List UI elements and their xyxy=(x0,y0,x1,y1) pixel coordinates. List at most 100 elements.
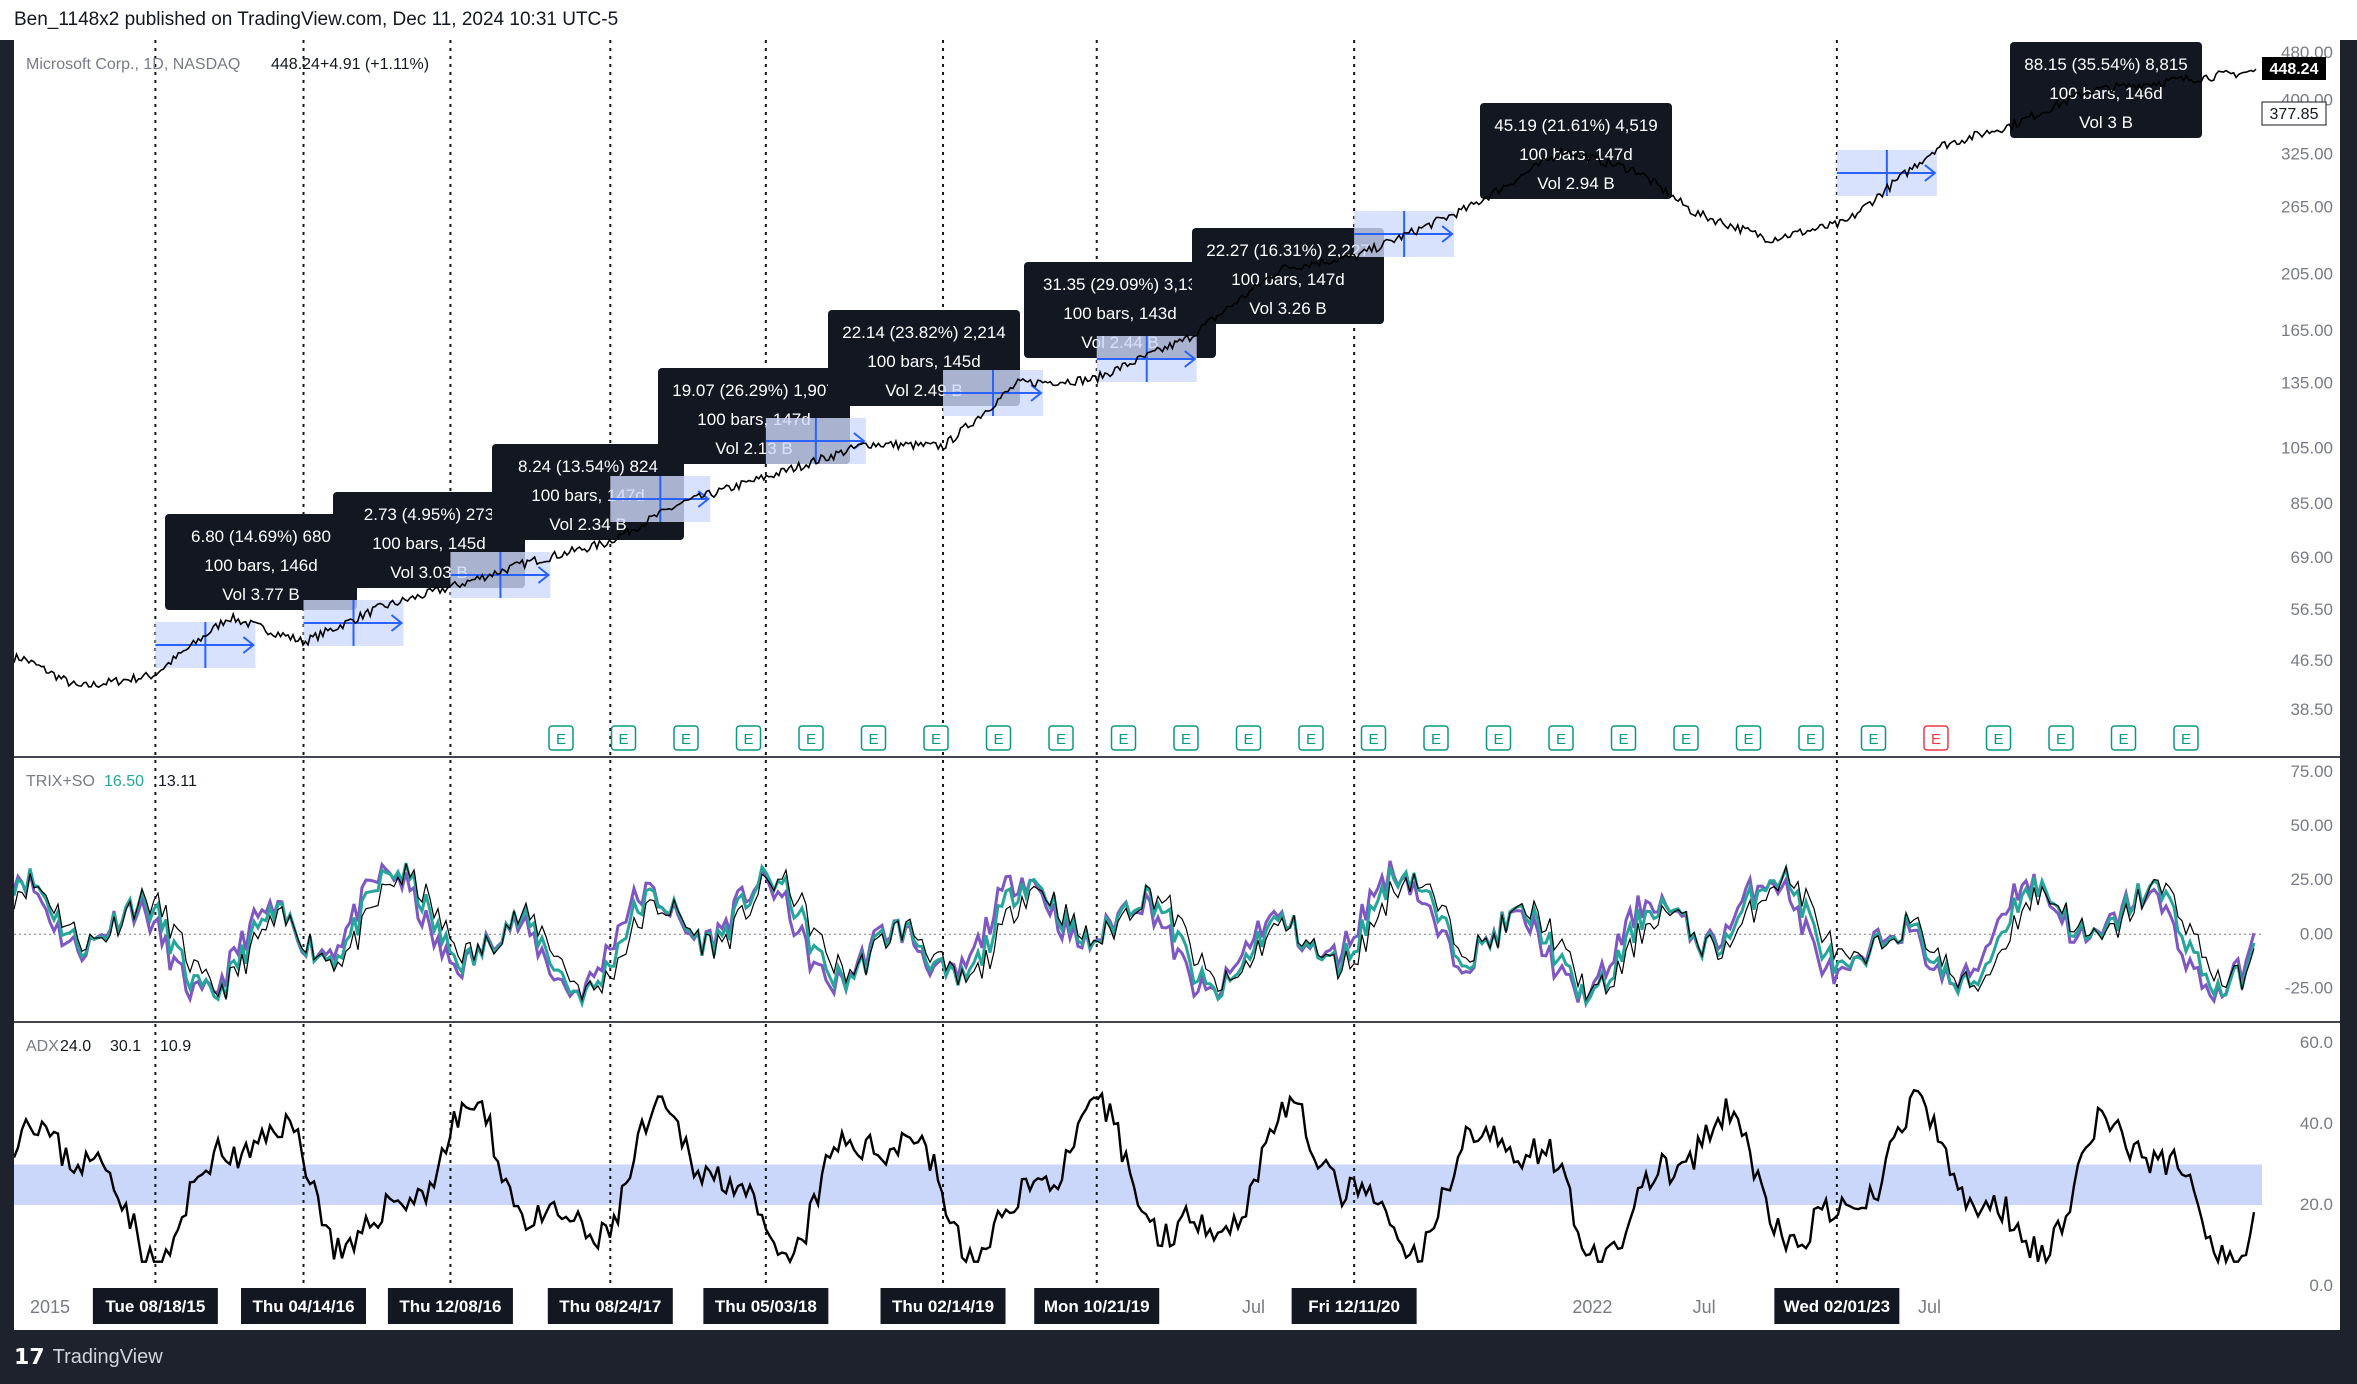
date-marker-label: Thu 05/03/18 xyxy=(715,1297,817,1316)
earnings-icon-label: E xyxy=(1681,731,1691,748)
earnings-icon xyxy=(923,725,949,751)
earnings-icon xyxy=(673,725,699,751)
price-line xyxy=(13,68,2257,689)
price-axis-tick: 135.00 xyxy=(2281,373,2333,392)
measure-bars: 100 bars, 145d xyxy=(867,352,980,371)
earnings-icon-label: E xyxy=(1181,731,1191,748)
measure-bars: 100 bars, 147d xyxy=(1231,270,1344,289)
measure-bars: 100 bars, 143d xyxy=(1063,304,1176,323)
earnings-icon-label: E xyxy=(1618,731,1628,748)
measure-tooltip xyxy=(1024,262,1216,358)
measure-volume: Vol 3.26 B xyxy=(1249,299,1327,318)
price-axis-tick: 46.50 xyxy=(2290,651,2333,670)
earnings-icon xyxy=(1923,725,1949,751)
adx-legend-title: ADX xyxy=(26,1038,59,1055)
measure-tooltip xyxy=(1192,228,1384,324)
date-marker-label: Thu 08/24/17 xyxy=(559,1297,661,1316)
time-axis-label: Jul xyxy=(1693,1297,1716,1317)
price-axis-tick: 69.00 xyxy=(2290,548,2333,567)
osc-legend-value-1: 16.50 xyxy=(104,773,144,790)
earnings-icon-label: E xyxy=(2118,731,2128,748)
measure-bars: 100 bars, 146d xyxy=(204,556,317,575)
date-marker-label-bg xyxy=(703,1288,829,1324)
earnings-icon xyxy=(1048,725,1074,751)
price-axis-tick: 38.50 xyxy=(2290,700,2333,719)
measure-arrowhead xyxy=(1030,384,1043,402)
date-marker-label-bg xyxy=(1291,1288,1417,1324)
adx-axis-tick: 0.0 xyxy=(2309,1276,2333,1295)
earnings-icon-label: E xyxy=(2056,731,2066,748)
osc-axis-tick: 75.00 xyxy=(2290,762,2333,781)
time-axis-label: 2022 xyxy=(1572,1297,1612,1317)
chart-area[interactable]: 6.80 (14.69%) 680 100 bars, 146d Vol 3.77 … xyxy=(12,40,2340,1330)
date-marker-label-bg xyxy=(1774,1288,1900,1324)
earnings-icon xyxy=(860,725,887,751)
brand-name: TradingView xyxy=(52,1345,163,1368)
earnings-icon-label: E xyxy=(1806,731,1816,748)
earnings-icon xyxy=(2110,725,2137,751)
date-marker-label-bg xyxy=(547,1288,673,1324)
adx-line xyxy=(12,1088,2256,1266)
price-legend-change: +4.91 (+1.11%) xyxy=(320,56,429,73)
price-legend-last: 448.24 xyxy=(271,56,320,73)
earnings-icon-label: E xyxy=(1556,731,1566,748)
osc-fast-line xyxy=(12,862,2256,1009)
measure-volume: Vol 3.77 B xyxy=(222,585,300,604)
earnings-icon xyxy=(1610,725,1637,751)
price-axis-tick: 56.50 xyxy=(2290,600,2333,619)
measure-arrowhead xyxy=(1441,225,1454,243)
ref-price-tag-bg xyxy=(2261,101,2327,126)
earnings-icon xyxy=(1735,725,1762,751)
measure-tooltip xyxy=(165,514,357,610)
earnings-icon xyxy=(985,725,1012,751)
measure-change: 45.19 (21.61%) 4,519 xyxy=(1494,116,1658,135)
earnings-icon xyxy=(1673,725,1699,751)
price-axis-tick: 85.00 xyxy=(2290,494,2333,513)
adx-axis-tick: 40.0 xyxy=(2300,1114,2333,1133)
adx-axis-tick: 60.0 xyxy=(2300,1033,2333,1052)
osc-signal-line xyxy=(13,863,2255,1003)
earnings-icon-label: E xyxy=(681,731,691,748)
osc-axis-tick: -25.00 xyxy=(2285,978,2333,997)
measure-change: 31.35 (29.09%) 3,13 xyxy=(1043,275,1197,294)
time-axis-label: Jul xyxy=(1242,1297,1265,1317)
earnings-icon-label: E xyxy=(1368,731,1378,748)
date-marker-label-bg xyxy=(1034,1288,1160,1324)
earnings-icon xyxy=(1110,725,1137,751)
earnings-icon-label: E xyxy=(1243,731,1253,748)
earnings-icon-label: E xyxy=(868,731,878,748)
tradingview-logo-icon: 𝟭𝟳 xyxy=(14,1344,45,1369)
earnings-icon-label: E xyxy=(1306,731,1316,748)
price-axis-tick: 265.00 xyxy=(2281,198,2333,217)
measure-arrowhead xyxy=(1184,350,1197,368)
earnings-icon-label: E xyxy=(993,731,1003,748)
date-marker-label: Thu 02/14/19 xyxy=(892,1297,994,1316)
earnings-icon-label: E xyxy=(1118,731,1128,748)
chart-svg[interactable]: 6.80 (14.69%) 680 100 bars, 146d Vol 3.77 … xyxy=(12,40,2340,1330)
earnings-icon xyxy=(1423,725,1449,751)
earnings-icon-label: E xyxy=(931,731,941,748)
earnings-icon xyxy=(548,725,574,751)
earnings-icon-label: E xyxy=(1931,731,1941,748)
earnings-icon-label: E xyxy=(1056,731,1066,748)
earnings-icon xyxy=(735,725,762,751)
adx-axis-tick: 20.0 xyxy=(2300,1195,2333,1214)
adx-legend-value-2: 30.1 xyxy=(110,1038,141,1055)
measure-arrowhead xyxy=(697,490,710,508)
footer: 𝟭𝟳 TradingView xyxy=(0,1330,2357,1384)
brand[interactable]: 𝟭𝟳 TradingView xyxy=(14,1344,163,1370)
price-legend-symbol: Microsoft Corp., 1D, NASDAQ xyxy=(26,56,240,73)
measure-arrowhead xyxy=(537,566,551,584)
date-marker-label: Wed 02/01/23 xyxy=(1784,1297,1890,1316)
measure-change: 6.80 (14.69%) 680 xyxy=(191,527,331,546)
osc-axis-tick: 0.00 xyxy=(2300,924,2333,943)
measure-arrowhead xyxy=(1924,164,1937,182)
earnings-icon-label: E xyxy=(556,731,566,748)
earnings-icon xyxy=(1798,725,1824,751)
earnings-icon-label: E xyxy=(1993,731,2003,748)
earnings-icon-label: E xyxy=(806,731,816,748)
osc-axis-tick: 25.00 xyxy=(2290,870,2333,889)
measure-change: 8.24 (13.54%) 824 xyxy=(518,457,658,476)
date-marker-label: Fri 12/11/20 xyxy=(1308,1297,1400,1316)
osc-axis-tick: 50.00 xyxy=(2290,816,2333,835)
